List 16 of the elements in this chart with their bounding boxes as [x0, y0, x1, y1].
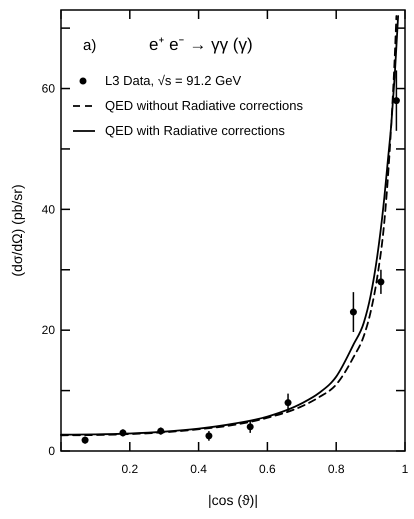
y-tick-label: 0: [48, 444, 56, 458]
legend-label: QED without Radiative corrections: [105, 98, 304, 113]
text: e⁺ e⁻ → γγ (γ): [149, 35, 253, 54]
y-tick-label: 60: [42, 82, 56, 96]
x-axis-title: |cos (ϑ)|: [208, 492, 258, 508]
x-tick-label: 0.4: [190, 462, 208, 476]
x-tick-label: 0.8: [328, 462, 345, 476]
y-axis-title: (dσ/dΩ) (pb/sr): [9, 184, 25, 277]
y-tick-label: 20: [42, 323, 56, 338]
y-tick-label: 40: [42, 202, 56, 216]
annotation: a): [83, 37, 96, 54]
legend-label: L3 Data, √s = 91.2 GeV: [105, 73, 242, 88]
legend-label: QED with Radiative corrections: [105, 123, 286, 138]
x-tick-label: 1: [402, 462, 409, 476]
x-tick-label: 0.6: [259, 462, 276, 476]
x-tick-label: 0.2: [121, 462, 138, 476]
